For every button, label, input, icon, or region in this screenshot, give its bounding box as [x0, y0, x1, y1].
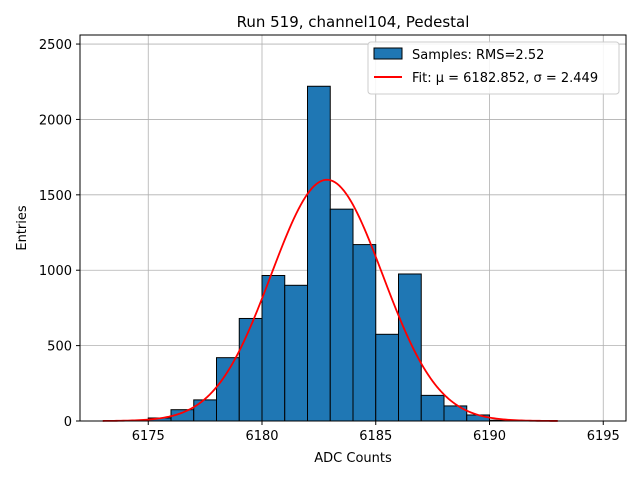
x-tick-label: 6180 [245, 429, 278, 444]
histogram-bar [307, 85, 331, 422]
x-tick-label: 6195 [587, 429, 620, 444]
y-tick-label: 2500 [39, 38, 72, 53]
y-tick-label: 1500 [39, 189, 72, 204]
histogram-bar [216, 357, 240, 422]
x-tick-label: 6175 [132, 429, 165, 444]
histogram-bars [147, 85, 513, 422]
histogram-bar [261, 274, 286, 422]
y-tick-label: 2000 [39, 113, 72, 128]
legend-histogram-label: Samples: RMS=2.52 [412, 48, 544, 63]
x-axis-label: ADC Counts [314, 451, 392, 466]
y-tick-label: 1000 [39, 264, 72, 279]
fit-curve [102, 178, 558, 422]
histogram-bar [284, 284, 308, 422]
axis-ticks: 6175 6180 6185 6190 6195 0 500 1000 1500 2000 2500 [39, 38, 620, 444]
legend-fit-label: Fit: μ = 6182.852, σ = 2.449 [412, 71, 598, 86]
histogram-bar [398, 273, 422, 422]
y-tick-label: 0 [64, 415, 72, 430]
plot-frame [79, 34, 627, 422]
histogram-bar [420, 394, 445, 422]
x-tick-label: 6185 [359, 429, 392, 444]
histogram-bar [238, 317, 263, 422]
legend-box [367, 41, 620, 95]
y-tick-label: 500 [47, 340, 72, 355]
legend-histogram-swatch [373, 47, 403, 60]
histogram-bar [375, 333, 399, 422]
histogram-bar [329, 208, 354, 422]
legend: Samples: RMS=2.52 Fit: μ = 6182.852, σ =… [367, 41, 620, 95]
histogram-bar [193, 399, 217, 422]
chart-title: Run 519, channel104, Pedestal [237, 13, 470, 31]
y-axis-label: Entries [15, 205, 30, 251]
fit-curve-layer [102, 178, 558, 422]
x-tick-label: 6190 [473, 429, 506, 444]
histogram-bar [352, 244, 377, 422]
